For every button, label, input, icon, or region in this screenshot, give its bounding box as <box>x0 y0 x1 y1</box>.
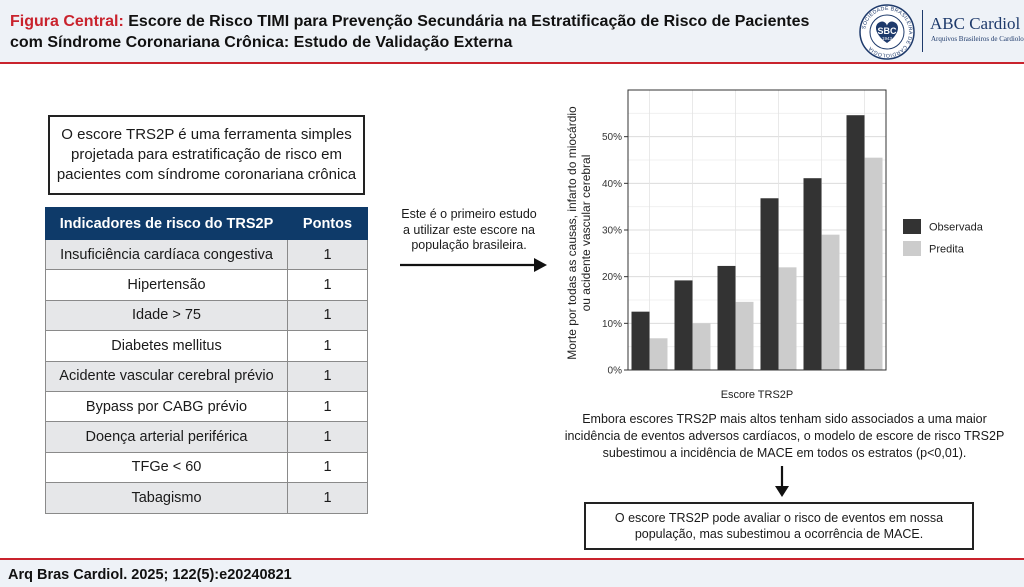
y-tick-label: 50% <box>602 132 622 143</box>
bar-observada <box>717 265 736 370</box>
journal-name: ABC Cardiol <box>930 14 1021 33</box>
bar-predita <box>649 338 668 370</box>
x-axis-label: Escore TRS2P <box>721 389 794 401</box>
indicator-cell: Doença arterial periférica <box>45 421 288 453</box>
points-cell: 1 <box>287 390 368 423</box>
table-row: Doença arterial periférica 1 <box>45 421 368 453</box>
points-cell: 1 <box>287 360 368 392</box>
y-tick-label: 0% <box>608 366 623 377</box>
table-row: Idade > 75 1 <box>45 299 368 332</box>
points-cell: 1 <box>287 451 368 484</box>
sbc-logo-text: SBC <box>877 26 897 36</box>
y-tick-label: 10% <box>602 319 622 330</box>
table-row: Diabetes mellitus 1 <box>45 330 368 362</box>
bar-predita <box>821 234 840 370</box>
y-tick-label: 20% <box>602 272 622 283</box>
citation: Arq Bras Cardiol. 2025; 122(5):e20240821 <box>8 567 292 583</box>
arrow-down-icon <box>775 466 789 497</box>
indicator-cell: Hipertensão <box>45 269 288 301</box>
points-cell: 1 <box>287 421 368 453</box>
indicator-cell: Acidente vascular cerebral prévio <box>45 360 288 392</box>
legend-label-predita: Predita <box>929 244 965 256</box>
legend-label-observada: Observada <box>929 222 984 234</box>
table-row: TFGe < 60 1 <box>45 451 368 484</box>
table-header-points: Pontos <box>287 207 368 240</box>
table-row: Hipertensão 1 <box>45 269 368 301</box>
legend-swatch-observada <box>903 219 921 234</box>
table-header-indicator: Indicadores de risco do TRS2P <box>45 207 288 240</box>
indicator-cell: Idade > 75 <box>45 299 288 332</box>
bar-observada <box>760 198 779 370</box>
points-cell: 1 <box>287 482 368 514</box>
table-row: Tabagismo 1 <box>45 482 368 514</box>
logo-divider <box>922 10 923 52</box>
y-tick-label: 40% <box>602 179 622 190</box>
conclusion-box: O escore TRS2P pode avaliar o risco de e… <box>584 502 974 550</box>
bar-observada <box>631 311 650 370</box>
bar-observada <box>803 178 822 370</box>
study-note: Este é o primeiro estudo a utilizar este… <box>401 207 537 252</box>
points-cell: 1 <box>287 269 368 301</box>
indicator-cell: Tabagismo <box>45 482 288 514</box>
journal-subtitle: Arquivos Brasileiros de Cardiologia <box>931 35 1024 43</box>
indicator-cell: Bypass por CABG prévio <box>45 390 288 423</box>
points-cell: 1 <box>287 330 368 362</box>
risk-indicators-table: Indicadores de risco do TRS2P Pontos Ins… <box>45 207 368 514</box>
plot-border <box>627 89 887 371</box>
intro-box: O escore TRS2P é uma ferramenta simples … <box>48 115 365 195</box>
bar-chart: 0% 10% 20% 30% 40% 50% Escore TRS2P Morte por t… <box>565 89 984 401</box>
footer-bar: Arq Bras Cardiol. 2025; 122(5):e20240821 <box>0 558 1024 587</box>
figure-title-text: Escore de Risco TIMI para Prevenção Secu… <box>10 13 810 51</box>
bar-predita <box>735 301 754 370</box>
indicator-cell: Insuficiência cardíaca congestiva <box>45 238 288 271</box>
indicator-cell: TFGe < 60 <box>45 451 288 484</box>
y-tick-label: 30% <box>602 226 622 237</box>
table-row: Insuficiência cardíaca congestiva 1 <box>45 238 368 271</box>
figure-title-lead: Figura Central: <box>10 13 124 30</box>
indicator-cell: Diabetes mellitus <box>45 330 288 362</box>
header-bar: Figura Central: Escore de Risco TIMI par… <box>0 0 1024 64</box>
table-row: Acidente vascular cerebral prévio 1 <box>45 360 368 392</box>
points-cell: 1 <box>287 238 368 271</box>
legend-swatch-predita <box>903 241 921 256</box>
bar-observada <box>674 280 693 370</box>
y-axis-label: Morte por todas as causas, infarto do mi… <box>565 106 593 360</box>
finding-text: Embora escores TRS2P mais altos tenham s… <box>564 412 1005 460</box>
figure-title: Figura Central: Escore de Risco TIMI par… <box>10 11 840 53</box>
sbc-logo: SOCIEDADE BRASILEIRA DE CARDIOLOGIA SBC … <box>859 4 915 60</box>
bar-predita <box>864 157 883 370</box>
bar-observada <box>846 115 865 370</box>
bar-predita <box>692 323 711 370</box>
points-cell: 1 <box>287 299 368 332</box>
arrow-right-icon <box>400 258 547 272</box>
sbc-year: 1943 <box>882 36 893 41</box>
bar-predita <box>778 267 797 370</box>
table-row: Bypass por CABG prévio 1 <box>45 390 368 423</box>
